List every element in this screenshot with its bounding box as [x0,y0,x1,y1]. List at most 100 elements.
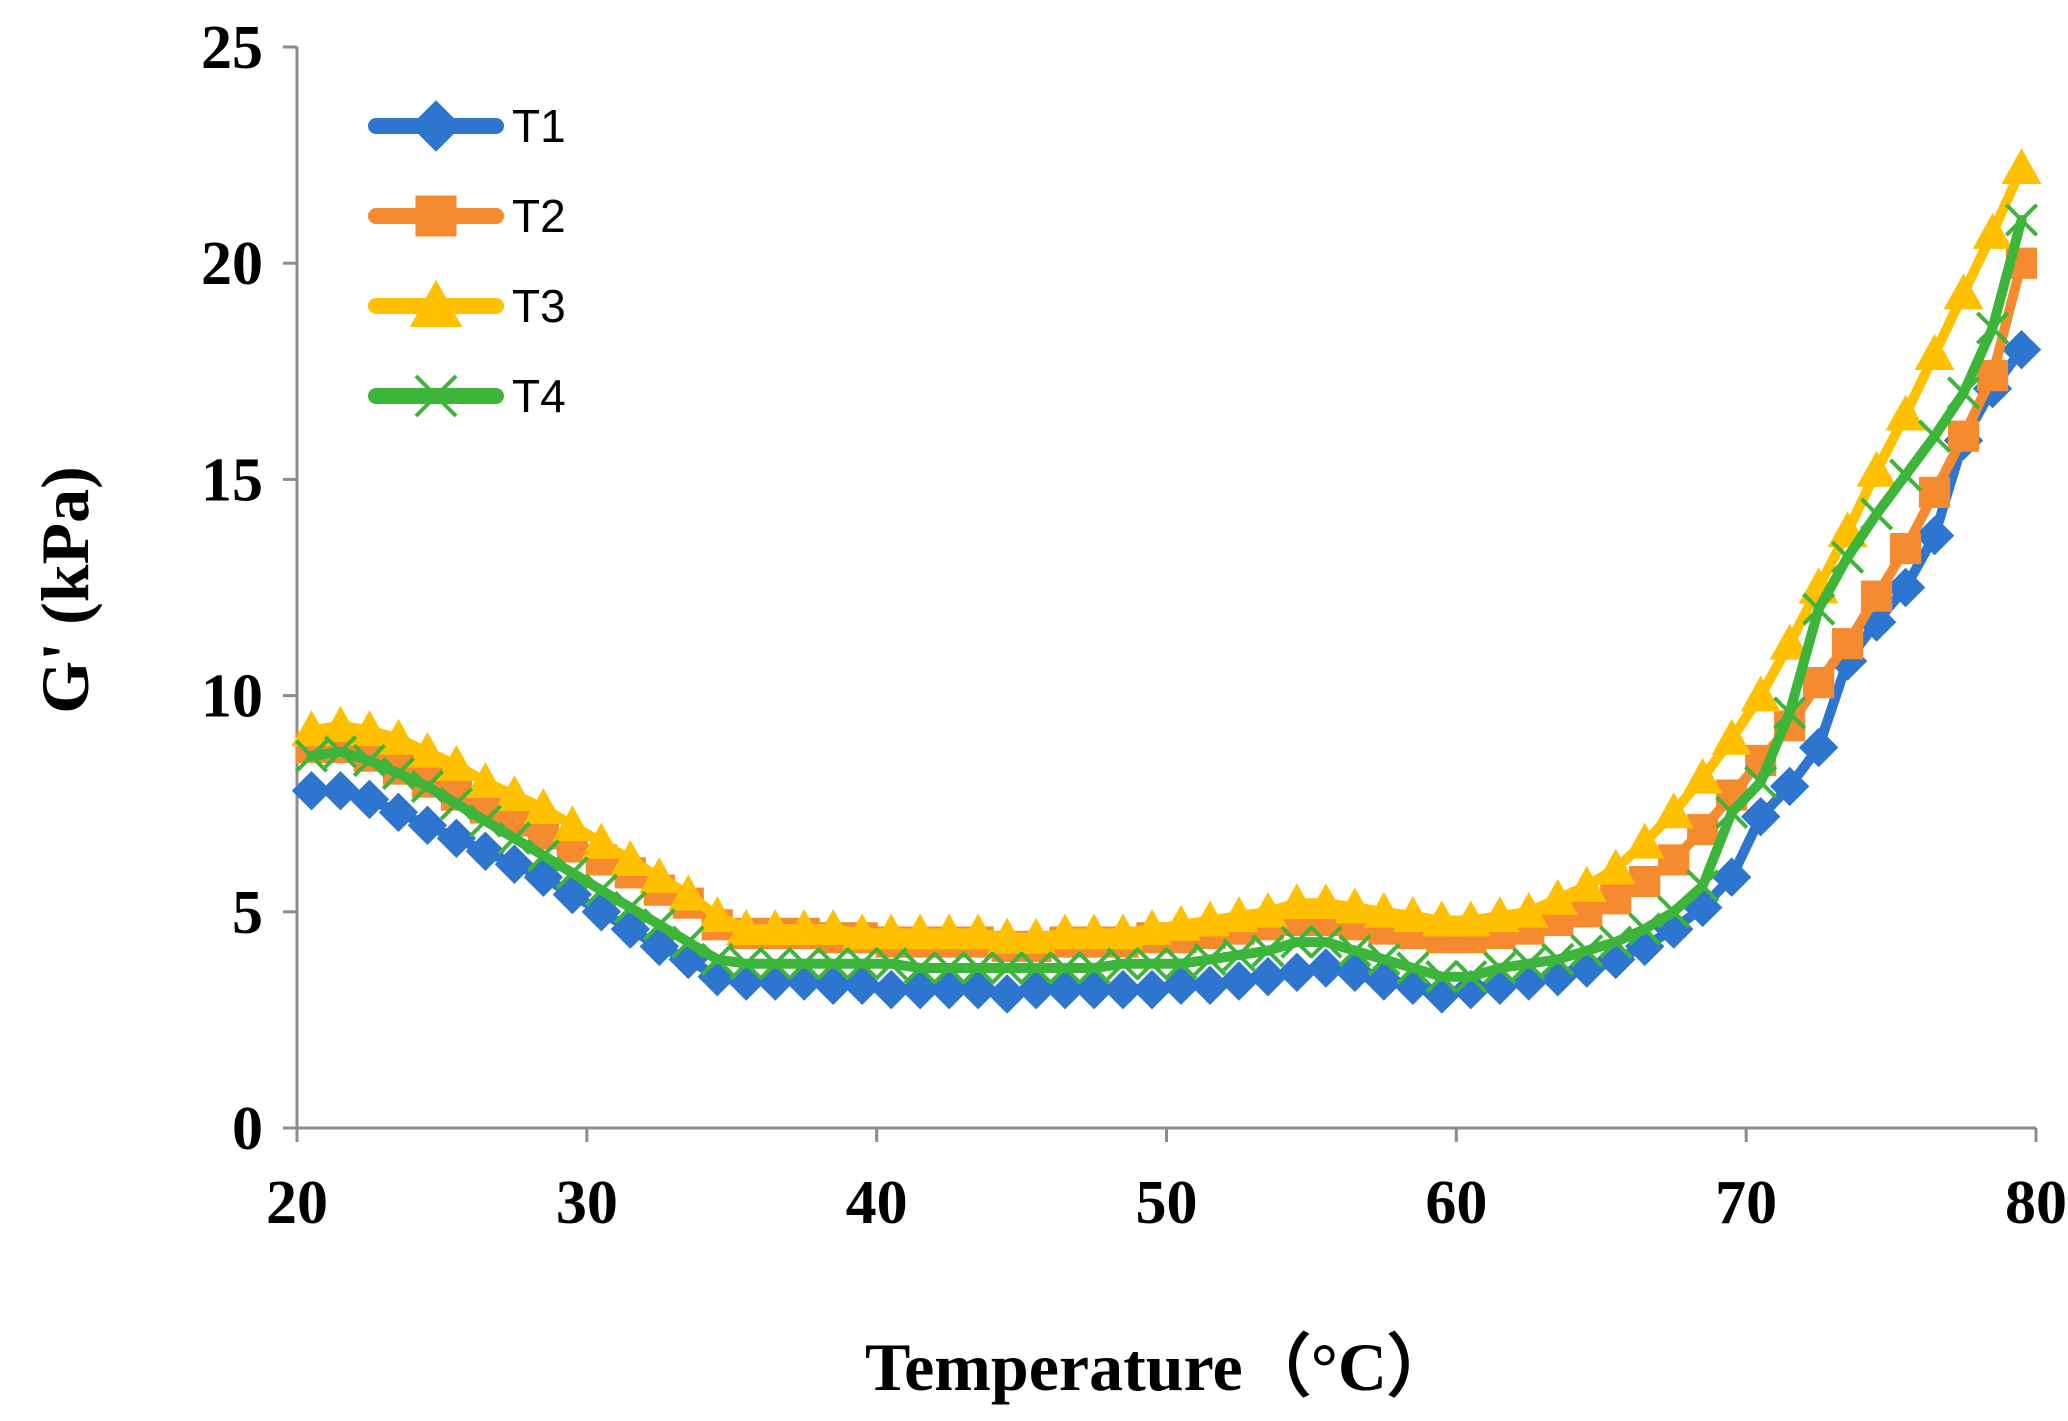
data-point-T4 [613,890,647,925]
data-point-T1 [1711,857,1752,897]
x-tick-label: 80 [2005,1169,2067,1237]
legend-label-T2: T2 [512,190,566,242]
y-tick-label: 25 [201,14,263,82]
data-point-T4 [1657,895,1691,929]
data-point-T1 [1103,969,1143,1010]
data-point-T3 [320,705,361,742]
data-point-T4 [700,942,734,976]
legend-item-T3: T3 [368,279,566,332]
legend-item-T4: T4 [368,370,566,422]
data-point-T3 [378,718,419,755]
data-point-T3 [900,913,941,950]
data-point-T4 [787,947,821,981]
data-point-T3 [987,917,1028,954]
data-point-T4 [1715,795,1749,829]
data-point-T3 [1856,450,1897,487]
x-tick-label: 50 [1136,1169,1198,1237]
data-point-T4 [1309,925,1343,959]
data-point-T1 [1885,567,1926,608]
data-point-T4 [1599,925,1633,959]
series-T2 [295,247,2038,962]
data-point-T3 [813,909,854,946]
data-point-T4 [1222,938,1256,972]
data-point-T2 [1600,883,1632,915]
data-point-T3 [1624,822,1665,859]
data-point-T3 [958,913,999,950]
data-point-T4 [381,756,416,791]
data-point-T3 [291,710,332,747]
data-point-T3 [1711,718,1752,755]
data-point-T3 [1450,900,1491,937]
data-point-T4 [1048,951,1082,985]
data-point-T3 [1653,792,1694,829]
data-point-T4 [1773,696,1807,730]
x-tick-label: 20 [266,1169,328,1237]
data-point-T4 [1628,912,1662,946]
data-point-T4 [1802,592,1836,626]
data-point-T3 [581,822,622,859]
y-tick-label: 10 [201,663,263,731]
series-T3 [291,148,2042,954]
data-point-T4 [1135,947,1169,981]
data-point-T3 [929,913,970,950]
legend-label-T4: T4 [512,370,566,422]
data-point-T3 [871,913,912,950]
y-tick-label: 15 [201,446,263,514]
data-point-T2 [1889,533,1922,565]
data-point-T4 [410,769,445,804]
data-point-T3 [1045,913,1086,950]
data-point-T4 [1512,947,1546,981]
data-point-T2 [1687,814,1719,846]
data-point-T3 [349,710,390,747]
data-point-T4 [1975,311,2010,345]
data-point-T3 [436,744,477,781]
data-point-T4 [1454,960,1488,994]
data-point-T4 [1193,942,1227,976]
data-point-T3 [1972,212,2013,249]
x-ticks: 20 30 40 50 60 70 80 [266,1128,2067,1237]
legend-item-T1: T1 [368,100,566,152]
data-point-T3 [1363,891,1404,928]
data-point-T4 [555,856,589,890]
data-point-T4 [1917,419,1952,453]
data-point-T3 [1537,878,1578,915]
x-tick-label: 30 [556,1169,618,1237]
data-point-T4 [961,951,995,985]
data-point-T4 [671,925,705,959]
data-point-T4 [1888,458,1923,492]
data-point-T4 [497,821,531,855]
data-point-T2 [1629,865,1661,898]
data-point-T3 [1682,757,1723,794]
y-ticks: 0 5 10 15 20 25 [201,14,297,1163]
y-tick-label: 5 [232,879,263,947]
data-point-T1 [291,771,332,811]
data-point-T4 [1251,934,1285,968]
data-point-T3 [552,805,593,842]
data-point-T3 [1566,865,1607,902]
data-point-T4 [758,947,792,981]
data-point-T4 [903,951,937,985]
series-layer [291,148,2042,1014]
data-point-T4 [1744,765,1778,799]
data-point-T2 [1861,580,1893,612]
data-point-T4 [1859,497,1894,531]
data-point-T4 [1830,540,1865,574]
data-point-T3 [523,788,564,824]
data-point-T3 [610,839,651,876]
data-point-T4 [874,947,908,981]
data-point-T3 [726,909,767,946]
series-T4 [294,203,2039,994]
data-point-T3 [697,896,738,933]
data-point-T1 [1306,948,1346,988]
data-point-T3 [668,874,709,911]
data-point-T3 [1016,917,1057,954]
data-point-T3 [1276,883,1317,920]
data-point-T3 [1595,848,1636,885]
data-point-T4 [1483,951,1517,985]
data-point-T3 [1190,900,1230,937]
y-tick-label: 20 [201,230,263,298]
data-point-T1 [494,844,535,884]
legend: T1 T2 T3 T4 [368,100,566,422]
